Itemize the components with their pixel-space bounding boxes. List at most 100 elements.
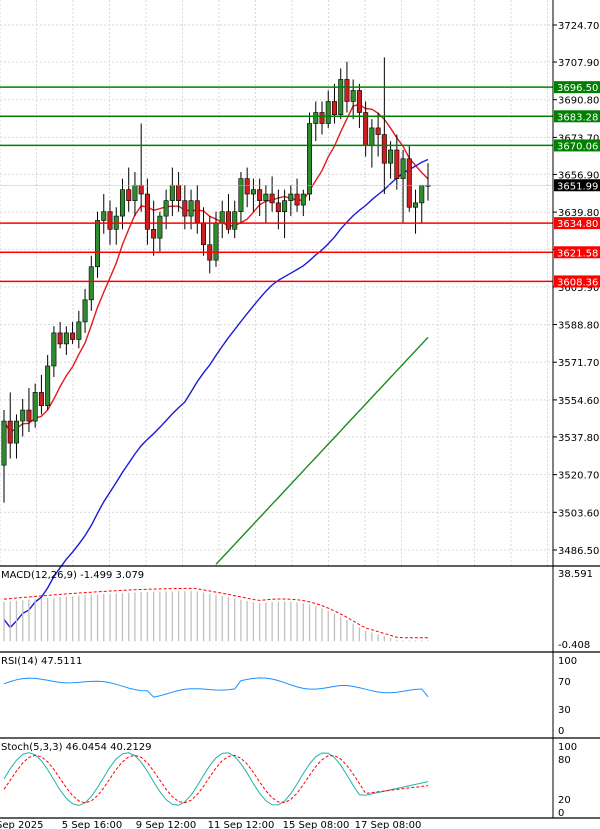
candle [70, 321, 76, 344]
macd-tick-label: -0.408 [558, 640, 590, 651]
candle [406, 145, 412, 212]
price-panel: 3724.70 3707.90 3690.80 3673.70 3656.90 3639.… [0, 0, 600, 629]
macd-panel: MACD(12,26,9) -1.499 3.079 38.591 -0.408 [1, 569, 593, 651]
candle [400, 149, 406, 223]
level-label: 3621.58 [554, 246, 600, 259]
price-tick-label: 3503.60 [558, 508, 599, 519]
candle [63, 326, 69, 355]
svg-text:3608.36: 3608.36 [557, 277, 598, 288]
candle [325, 90, 331, 128]
stoch-title: Stoch(5,3,3) 46.0454 40.2129 [1, 742, 152, 753]
candle [413, 189, 419, 234]
candle [225, 194, 231, 234]
candle [356, 83, 362, 128]
candle [57, 321, 63, 349]
price-tick-label: 3571.70 [558, 358, 599, 369]
rsi-title: RSI(14) 47.5111 [1, 656, 82, 667]
candle [151, 200, 157, 256]
candle [394, 134, 400, 190]
price-tick-label: 3486.50 [558, 546, 599, 557]
stoch-axis: 100 80 20 0 [558, 742, 577, 819]
level-labels: 3696.50 3683.28 3670.06 3634.80 3621.58 3608.… [554, 81, 600, 288]
price-tick-label: 3639.80 [558, 208, 599, 219]
time-tick-label: Sep 2025 [0, 820, 43, 829]
price-tick-label: 3656.90 [558, 170, 599, 181]
rsi-tick-label: 0 [558, 726, 564, 737]
level-label: 3608.36 [554, 275, 600, 288]
stoch-tick-label: 0 [558, 808, 564, 819]
candle [375, 112, 381, 157]
svg-text:3696.50: 3696.50 [557, 83, 598, 94]
rsi-line [3, 677, 429, 698]
candle [388, 141, 394, 179]
stoch-tick-label: 80 [558, 755, 571, 766]
candle [101, 194, 107, 234]
macd-axis: 38.591 -0.408 [558, 569, 593, 651]
price-tick-label: 3605.90 [558, 283, 599, 294]
price-grid [0, 0, 553, 566]
rsi-tick-label: 100 [558, 656, 577, 667]
candle [381, 57, 387, 195]
candle [257, 178, 263, 217]
level-label: 3683.28 [554, 110, 600, 123]
svg-text:3683.28: 3683.28 [557, 112, 598, 123]
candle [250, 178, 256, 212]
macd-histogram [3, 591, 429, 642]
candle [20, 399, 26, 437]
time-tick-label: 9 Sep 12:00 [136, 820, 196, 829]
macd-signal-line [3, 587, 428, 639]
candle [119, 178, 125, 230]
svg-text:3634.80: 3634.80 [557, 219, 598, 230]
stoch-k-line [3, 752, 429, 806]
candle [238, 172, 244, 223]
candle [294, 178, 300, 212]
candle [319, 101, 325, 135]
candle [182, 185, 188, 230]
price-tick-label: 3520.70 [558, 471, 599, 482]
price-tick-label: 3690.80 [558, 96, 599, 107]
stoch-d-line [3, 754, 429, 804]
candle [313, 101, 319, 142]
time-tick-label: 5 Sep 16:00 [62, 820, 122, 829]
candle [88, 255, 94, 311]
stoch-panel: Stoch(5,3,3) 46.0454 40.2129 100 80 20 0 [1, 742, 577, 819]
time-tick-label: 11 Sep 12:00 [208, 820, 275, 829]
candle [7, 392, 13, 459]
time-axis: Sep 2025 5 Sep 16:00 9 Sep 12:00 11 Sep 12:… [0, 820, 421, 829]
candle [338, 68, 344, 120]
candle [76, 310, 82, 349]
candle [26, 388, 32, 433]
candle [300, 189, 306, 217]
price-tick-label: 3537.80 [558, 433, 599, 444]
candle [288, 185, 294, 217]
candle [51, 326, 57, 377]
price-tick-label: 3588.80 [558, 321, 599, 332]
candle [269, 176, 275, 212]
candle [38, 374, 44, 415]
macd-tick-label: 38.591 [558, 569, 593, 580]
rsi-axis: 100 70 30 0 [558, 656, 577, 737]
level-label: 3634.80 [554, 217, 600, 230]
time-tick-label: 17 Sep 08:00 [355, 820, 422, 829]
svg-text:3670.06: 3670.06 [557, 141, 598, 152]
candle [1, 410, 7, 503]
candle [32, 383, 38, 428]
rsi-tick-label: 70 [558, 677, 571, 688]
ma-medium-line [3, 158, 429, 629]
candle [244, 167, 250, 208]
svg-text:3651.99: 3651.99 [557, 181, 598, 192]
price-axis: 3724.70 3707.90 3690.80 3673.70 3656.90 3639.… [553, 21, 599, 557]
macd-title: MACD(12,26,9) -1.499 3.079 [1, 570, 144, 581]
price-tick-label: 3707.90 [558, 58, 599, 69]
time-tick-label: 15 Sep 08:00 [283, 820, 350, 829]
rsi-panel: RSI(14) 47.5111 100 70 30 0 [1, 656, 577, 737]
candle [263, 185, 269, 223]
candle [144, 178, 150, 245]
current-price-label: 3651.99 [554, 179, 600, 192]
ma-slow-line [215, 336, 429, 565]
price-tick-label: 3724.70 [558, 21, 599, 32]
candle [126, 167, 132, 212]
rsi-tick-label: 30 [558, 705, 571, 716]
